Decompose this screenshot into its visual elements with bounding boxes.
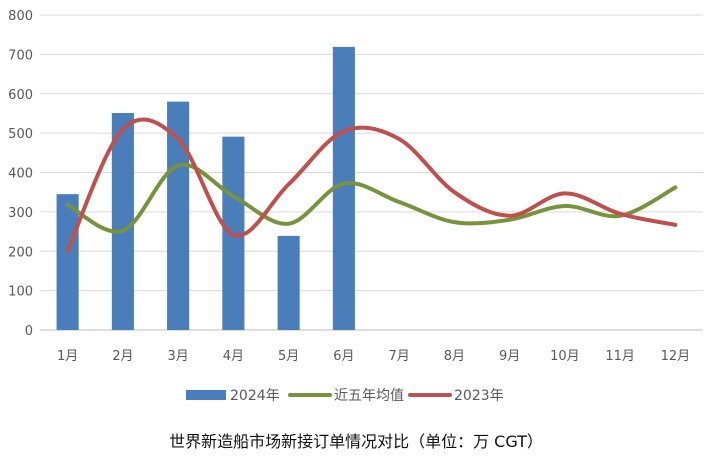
bar	[332, 46, 355, 331]
x-tick-label: 12月	[661, 349, 691, 364]
bar	[277, 235, 300, 330]
y-tick-label: 100	[8, 285, 33, 300]
y-tick-label: 0	[25, 324, 33, 339]
series-line	[65, 117, 678, 253]
gridlines	[40, 14, 703, 331]
y-tick-label: 600	[8, 88, 33, 103]
x-tick-label: 9月	[499, 349, 520, 364]
bar-series	[56, 46, 355, 331]
line-series	[65, 117, 678, 253]
y-tick-label: 700	[8, 48, 33, 63]
x-tick-label: 6月	[333, 349, 354, 364]
y-tick-label: 400	[8, 167, 33, 182]
y-tick-label: 300	[8, 206, 33, 221]
legend-swatch	[186, 390, 226, 400]
x-tick-label: 5月	[278, 349, 299, 364]
x-tick-label: 4月	[223, 349, 244, 364]
x-tick-label: 8月	[444, 349, 465, 364]
x-tick-label: 11月	[605, 349, 635, 364]
legend-label: 2023年	[454, 388, 504, 404]
legend-label: 2024年	[230, 388, 280, 404]
legend-label: 近五年均值	[334, 388, 404, 404]
bar	[111, 113, 134, 330]
bar	[167, 101, 190, 330]
series-line	[65, 162, 678, 234]
y-tick-label: 200	[8, 245, 33, 260]
x-tick-label: 10月	[550, 349, 580, 364]
chart-title: 世界新造船市场新接订单情况对比（单位：万 CGT）	[169, 432, 543, 451]
y-tick-label: 500	[8, 127, 33, 142]
x-tick-label: 1月	[57, 349, 78, 364]
x-tick-label: 7月	[388, 349, 409, 364]
x-tick-label: 3月	[167, 349, 188, 364]
x-tick-label: 2月	[112, 349, 133, 364]
bar	[56, 194, 79, 330]
y-axis-tick-labels: 0 100 200 300 400 500 600 700 800	[8, 9, 33, 339]
legend: 2024年 近五年均值 2023年	[186, 388, 504, 404]
x-axis-tick-labels: 1月 2月 3月 4月 5月 6月 7月 8月 9月 10月 11月 12月	[57, 349, 690, 364]
y-tick-label: 800	[8, 9, 33, 24]
